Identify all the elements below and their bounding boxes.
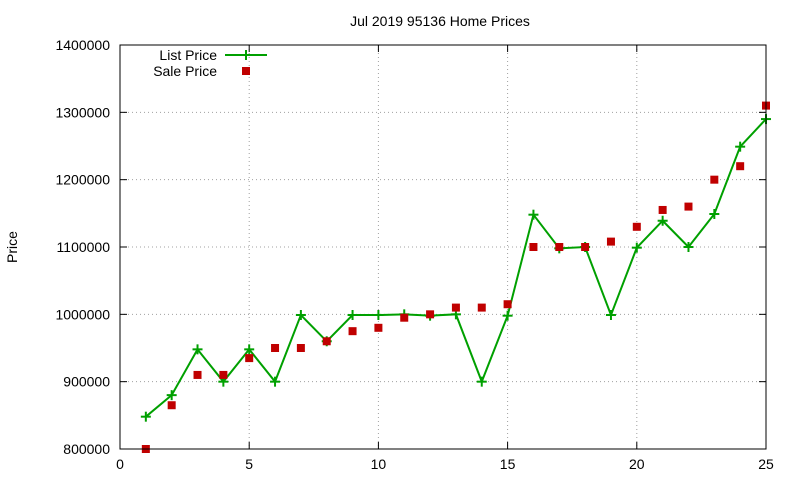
sale-price-point <box>736 162 745 171</box>
list-price-point <box>244 344 255 355</box>
list-price-point <box>140 411 151 422</box>
list-price-point <box>270 376 281 387</box>
sale-price-point <box>503 300 512 309</box>
sale-price-point <box>374 323 383 332</box>
sale-price-point <box>348 327 357 336</box>
chart-title: Jul 2019 95136 Home Prices <box>350 13 530 29</box>
sale-price-point <box>426 310 435 319</box>
list-price-point <box>476 376 487 387</box>
sale-price-point <box>451 303 460 312</box>
sale-price-point <box>322 337 331 346</box>
y-tick-label: 1100000 <box>57 239 111 255</box>
sale-price-point <box>529 243 538 251</box>
legend-label-list-price: List Price <box>159 47 217 63</box>
grid-layer <box>120 45 766 449</box>
tick-layer: 0 5 10 15 20 25 800000 900000 1000000 1100000 1200… <box>55 37 774 472</box>
y-tick-label: 1300000 <box>55 104 110 120</box>
list-price-point <box>683 242 694 252</box>
list-price-point <box>192 344 203 355</box>
sale-price-series <box>141 101 770 453</box>
sale-price-point <box>710 175 719 184</box>
legend-label-sale-price: Sale Price <box>153 63 217 79</box>
list-price-point <box>295 310 306 321</box>
sale-price-point <box>167 401 176 410</box>
list-price-point <box>373 310 384 321</box>
x-tick-label: 15 <box>500 456 516 472</box>
sale-price-point <box>684 202 693 211</box>
list-price-point <box>605 310 616 321</box>
x-tick-label: 25 <box>758 456 774 472</box>
list-price-line <box>145 118 767 418</box>
sale-price-point <box>219 370 228 379</box>
legend-marker-list-price <box>241 50 251 60</box>
sale-price-point <box>581 243 590 251</box>
sale-price-point <box>606 237 615 246</box>
list-price-point <box>709 209 720 220</box>
y-axis-label: Price <box>4 231 20 263</box>
sale-price-point <box>193 370 202 379</box>
y-tick-label: 1200000 <box>55 172 110 188</box>
sale-price-point <box>400 313 409 322</box>
y-tick-label: 900000 <box>63 374 110 390</box>
y-tick-label: 1000000 <box>55 306 110 322</box>
sale-price-point <box>658 205 667 214</box>
legend-marker-sale-price <box>242 67 250 75</box>
list-price-point <box>657 215 668 226</box>
list-price-point <box>528 209 539 220</box>
list-price-series <box>140 114 771 422</box>
list-price-point <box>347 310 358 321</box>
list-price-point <box>166 390 177 401</box>
y-tick-label: 800000 <box>63 441 110 457</box>
x-tick-label: 5 <box>245 456 253 472</box>
sale-price-point <box>271 344 280 352</box>
sale-price-point <box>632 222 641 231</box>
x-tick-label: 20 <box>629 456 645 472</box>
x-tick-label: 10 <box>371 456 387 472</box>
sale-price-point <box>555 243 564 251</box>
list-price-point <box>735 141 746 152</box>
list-price-point <box>502 310 513 321</box>
sale-price-point <box>245 354 254 363</box>
list-price-point <box>631 242 642 253</box>
sale-price-point <box>477 303 486 312</box>
series-layer <box>140 101 771 453</box>
y-tick-label: 1400000 <box>55 37 110 53</box>
x-tick-label: 0 <box>116 456 124 472</box>
sale-price-point <box>296 344 305 352</box>
